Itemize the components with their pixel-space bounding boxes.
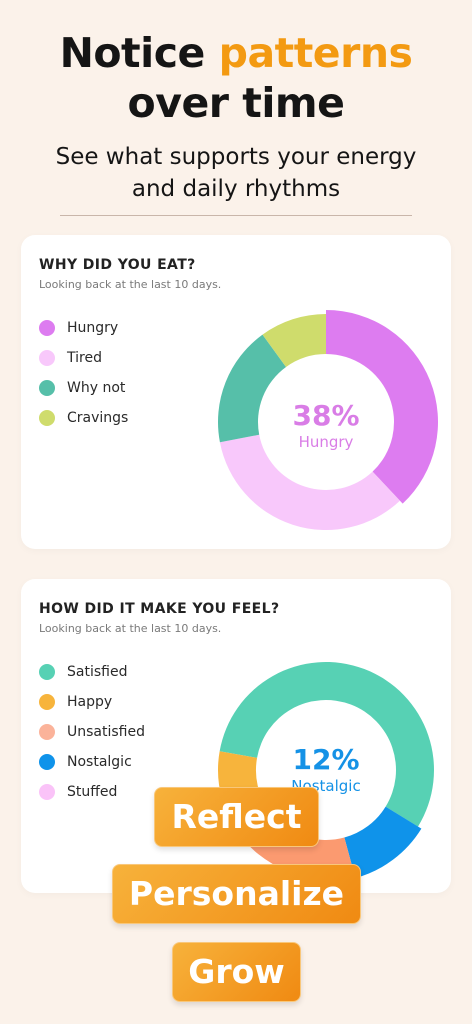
headline-accent: patterns xyxy=(218,29,413,77)
legend-label: Nostalgic xyxy=(67,754,132,770)
legend: Hungry Tired Why not Cravings xyxy=(39,313,128,433)
legend-dot xyxy=(39,380,55,396)
legend-label: Satisfied xyxy=(67,664,128,680)
card-title: HOW DID IT MAKE YOU FEEL? xyxy=(39,601,280,617)
legend-item: Why not xyxy=(39,373,128,403)
headline-post: over time xyxy=(127,79,345,127)
legend-dot xyxy=(39,664,55,680)
legend-label: Cravings xyxy=(67,410,129,426)
legend-label: Hungry xyxy=(67,320,119,336)
donut-slice-nostalgic xyxy=(344,806,422,879)
donut-slice-satisfied xyxy=(219,662,434,827)
donut-slice-why-not xyxy=(218,334,287,443)
legend-item: Cravings xyxy=(39,403,128,433)
donut-center-value: 12% xyxy=(292,743,359,776)
legend-label: Happy xyxy=(67,694,113,710)
grow-button[interactable]: Grow xyxy=(172,942,301,1002)
legend-item: Satisfied xyxy=(39,657,145,687)
donut-slice-hungry xyxy=(326,310,438,504)
personalize-button[interactable]: Personalize xyxy=(112,864,361,924)
donut-center-label: Hungry xyxy=(299,433,354,451)
card-subtitle: Looking back at the last 10 days. xyxy=(39,622,222,635)
legend-item: Hungry xyxy=(39,313,128,343)
legend-dot xyxy=(39,410,55,426)
legend-label: Why not xyxy=(67,380,126,396)
legend-dot xyxy=(39,320,55,336)
legend-dot xyxy=(39,350,55,366)
legend: Satisfied Happy Unsatisfied Nostalgic St… xyxy=(39,657,145,807)
reflect-button[interactable]: Reflect xyxy=(154,787,319,847)
card-title: WHY DID YOU EAT? xyxy=(39,257,196,273)
legend-dot xyxy=(39,694,55,710)
headline-pre: Notice xyxy=(59,29,219,77)
subheadline-line1: See what supports your energy xyxy=(55,144,417,170)
donut-slice-cravings xyxy=(262,314,326,367)
card-subtitle: Looking back at the last 10 days. xyxy=(39,278,222,291)
divider xyxy=(60,215,412,216)
donut-center-value: 38% xyxy=(292,399,359,432)
legend-item: Stuffed xyxy=(39,777,145,807)
feeling-donut-chart: 12% Nostalgic xyxy=(218,662,434,879)
headline: Notice patterns over time xyxy=(0,28,472,128)
legend-label: Unsatisfied xyxy=(67,724,145,740)
legend-label: Tired xyxy=(67,350,102,366)
donut-slice-tired xyxy=(219,434,400,530)
subheadline: See what supports your energy and daily … xyxy=(0,141,472,205)
legend-dot xyxy=(39,784,55,800)
legend-label: Stuffed xyxy=(67,784,118,800)
legend-item: Nostalgic xyxy=(39,747,145,777)
why-did-you-eat-card: WHY DID YOU EAT? Looking back at the las… xyxy=(21,235,451,549)
legend-dot xyxy=(39,754,55,770)
subheadline-line2: and daily rhythms xyxy=(131,176,341,202)
legend-item: Happy xyxy=(39,687,145,717)
legend-item: Unsatisfied xyxy=(39,717,145,747)
legend-item: Tired xyxy=(39,343,128,373)
legend-dot xyxy=(39,724,55,740)
eat-reason-donut-chart: 38% Hungry xyxy=(218,310,438,530)
